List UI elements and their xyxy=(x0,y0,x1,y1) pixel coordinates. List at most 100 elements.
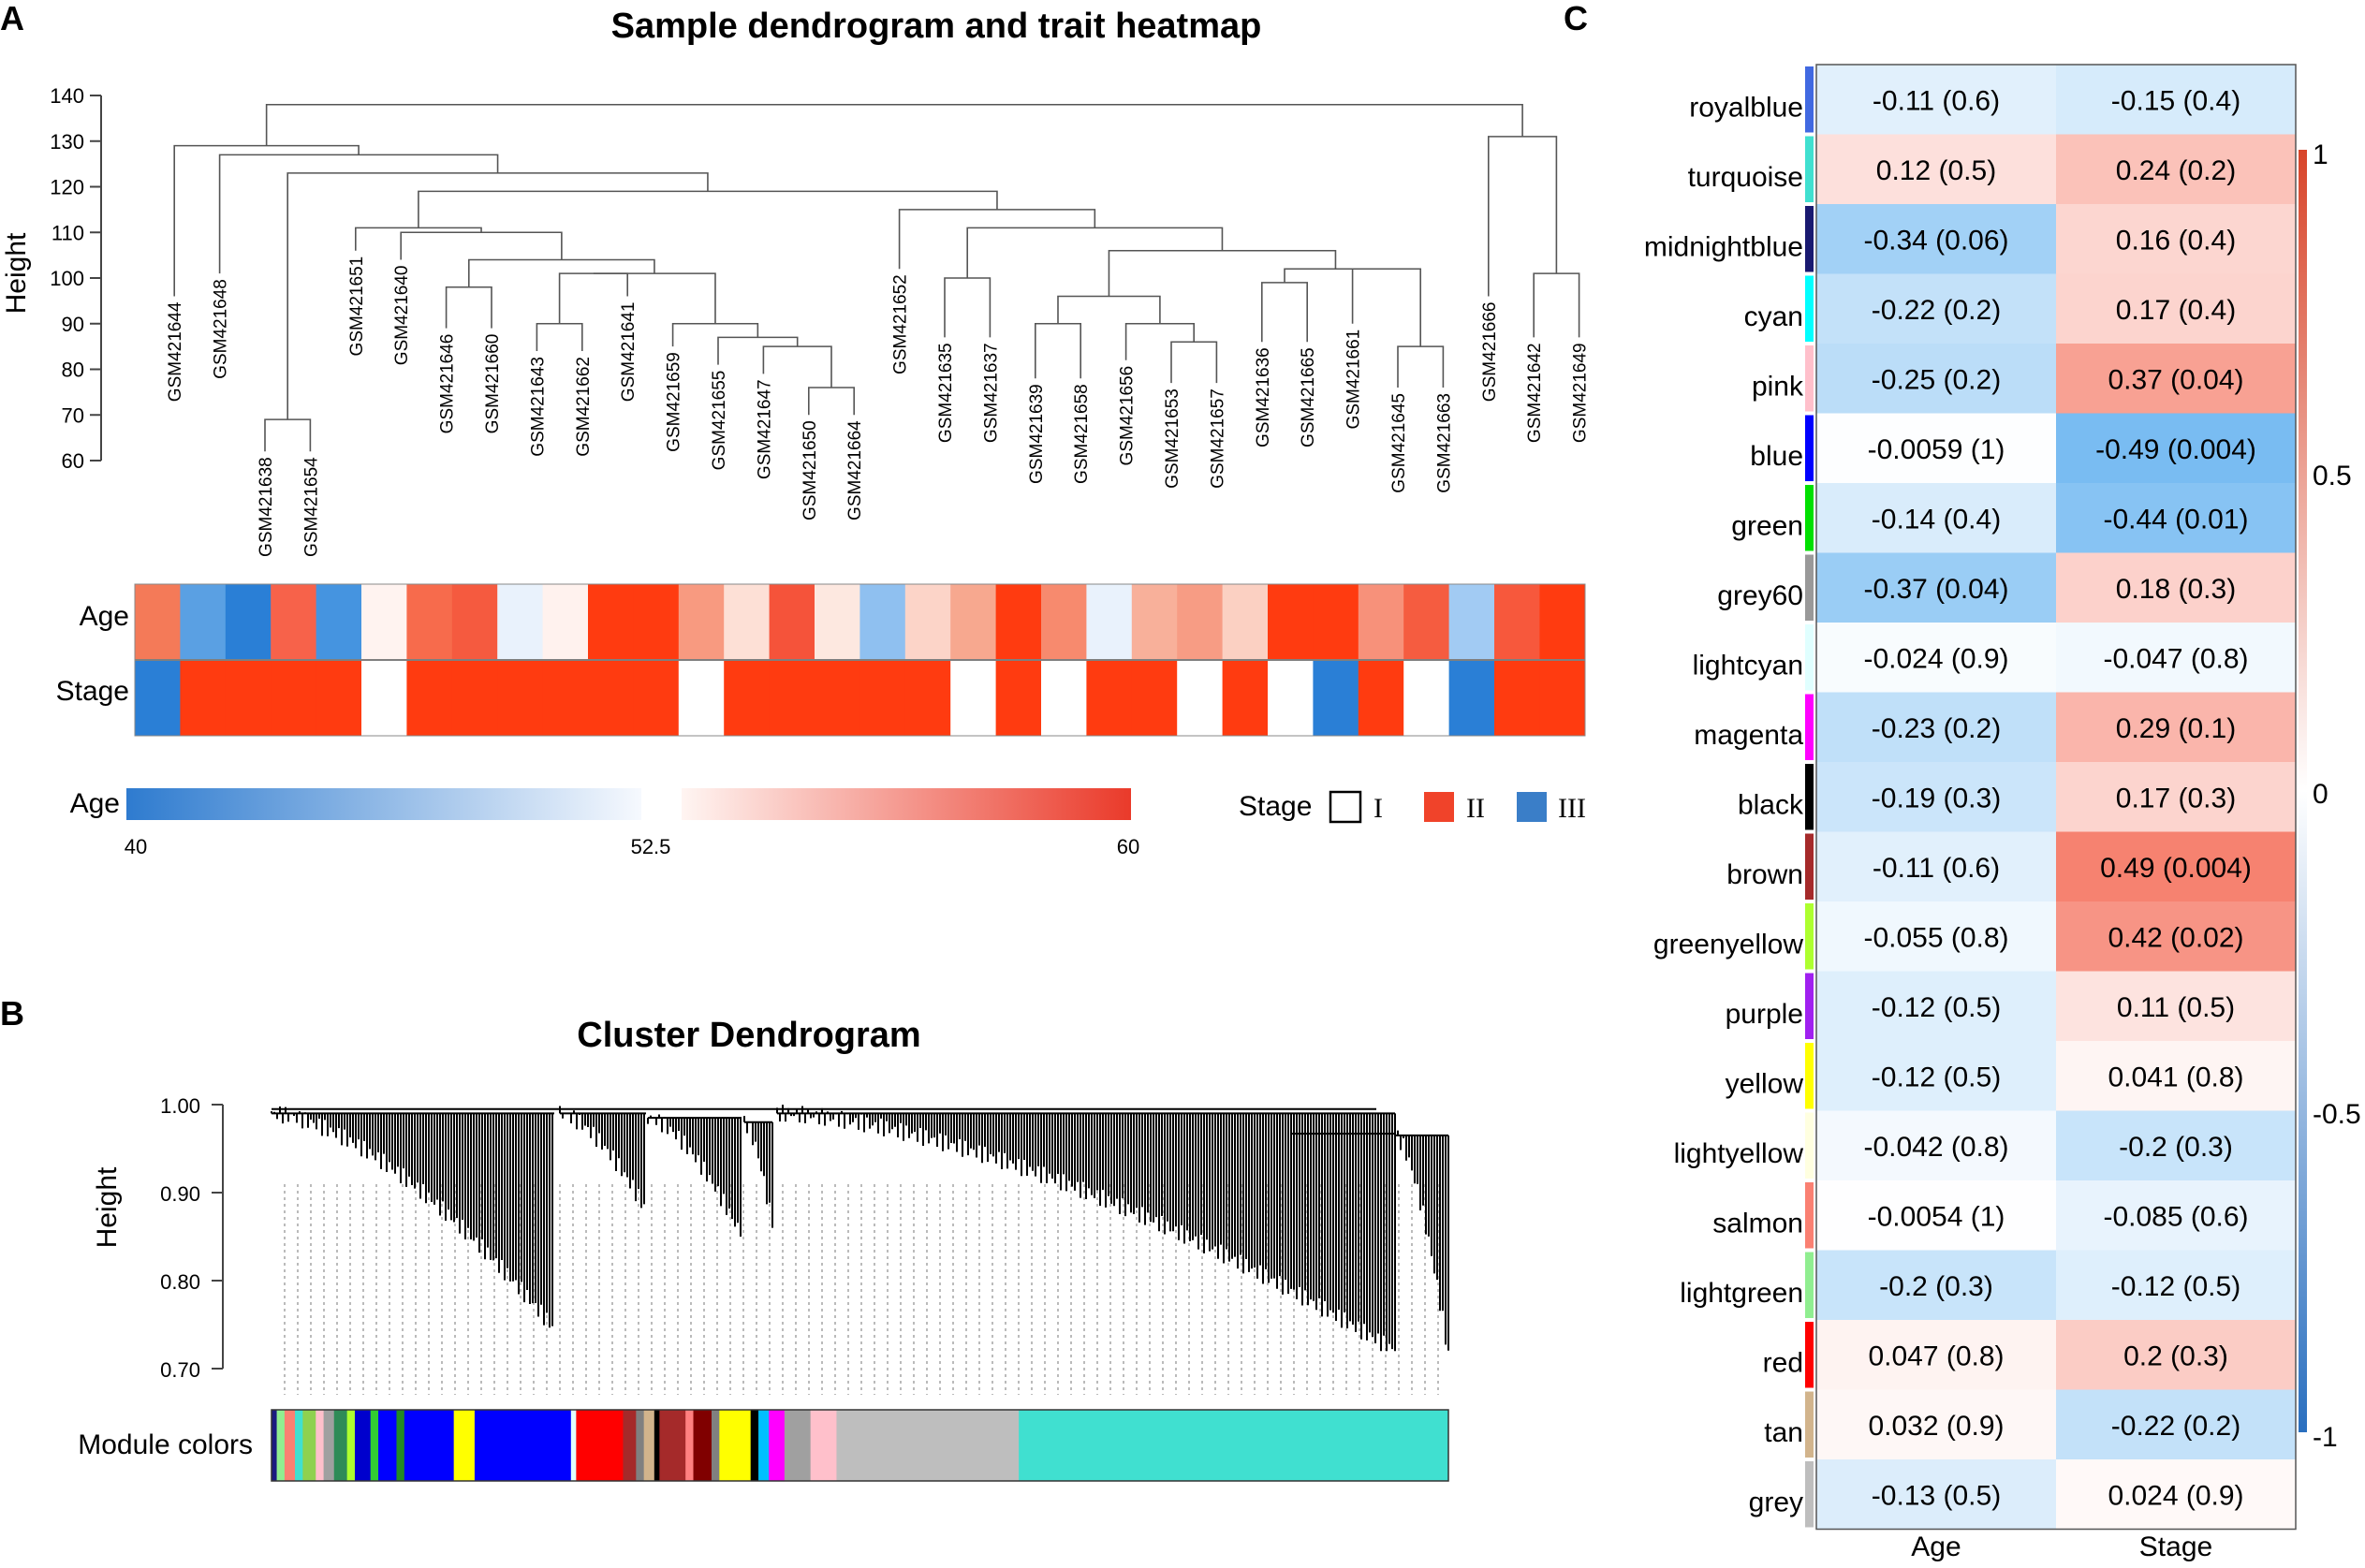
heatmap-cell-stage xyxy=(2056,1180,2296,1251)
module-color-swatch xyxy=(1805,764,1814,830)
age-heatmap-cell xyxy=(271,584,317,659)
module-color-segment xyxy=(276,1410,286,1481)
heatmap-cell-age xyxy=(1816,1250,2056,1321)
leaf-label: GSM421665 xyxy=(1299,347,1318,447)
leaf-label: GSM421659 xyxy=(665,352,684,452)
module-color-segment xyxy=(836,1410,1020,1481)
leaf-label: GSM421639 xyxy=(1027,384,1047,484)
age-heatmap-cell xyxy=(1358,584,1404,659)
cell-value-stage: 0.11 (0.5) xyxy=(2117,992,2235,1023)
heatmap-cell-age xyxy=(1816,1320,2056,1390)
cell-value-stage: 0.17 (0.3) xyxy=(2116,783,2236,813)
dendrogram-merge-branch xyxy=(355,227,482,251)
dendrogram-merge-branch xyxy=(944,277,992,338)
heatmap-cell-stage xyxy=(2056,971,2296,1042)
stage-legend-swatch-i xyxy=(1329,790,1362,824)
module-name-label: midnightblue xyxy=(1644,231,1803,262)
heatmap-cell-stage xyxy=(2056,901,2296,972)
dendrogram-merge-branch xyxy=(265,103,1523,146)
leaf-label: GSM421646 xyxy=(438,334,458,434)
dendrogram-merge-branch xyxy=(1035,322,1081,379)
stage-heatmap-cell xyxy=(588,661,634,736)
module-name-label: salmon xyxy=(1712,1208,1803,1238)
panel-c-color-scale: 1 0.5 0 -0.5 -1 xyxy=(2299,139,2361,1453)
stage-heatmap-cell xyxy=(135,661,181,736)
cell-value-stage: 0.024 (0.9) xyxy=(2108,1480,2243,1511)
module-color-segment xyxy=(769,1410,786,1481)
heatmap-cell-stage xyxy=(2056,1041,2296,1111)
module-name-label: red xyxy=(1763,1347,1803,1378)
module-color-segment xyxy=(453,1410,476,1481)
dendrogram-merge-branch xyxy=(400,231,563,260)
stage-legend-swatch-iii xyxy=(1517,792,1547,822)
cell-value-stage: -0.12 (0.5) xyxy=(2111,1271,2240,1302)
cell-value-stage: -0.15 (0.4) xyxy=(2111,85,2240,116)
leaf-label: GSM421658 xyxy=(1072,384,1092,484)
cell-value-stage: 0.37 (0.04) xyxy=(2108,364,2243,395)
column-label-age: Age xyxy=(1911,1531,1961,1562)
module-color-segment xyxy=(316,1410,325,1481)
stage-heatmap-cell xyxy=(769,661,815,736)
module-color-segment xyxy=(354,1410,372,1481)
stage-legend-label-i: I xyxy=(1373,793,1383,824)
age-heatmap-cell xyxy=(769,584,815,659)
leaf-label: GSM421637 xyxy=(981,343,1001,443)
dendrogram-merge-branch xyxy=(717,336,799,365)
module-color-segment xyxy=(570,1410,577,1481)
module-color-segment xyxy=(643,1410,655,1481)
cell-value-age: -0.042 (0.8) xyxy=(1863,1132,2008,1163)
module-color-segment xyxy=(295,1410,303,1481)
stage-legend-label-iii: III xyxy=(1558,793,1586,824)
heatmap-cell-stage xyxy=(2056,1110,2296,1181)
stage-heatmap-cell xyxy=(361,661,407,736)
cell-value-age: -0.2 (0.3) xyxy=(1879,1271,1993,1302)
stage-heatmap-cell xyxy=(225,661,272,736)
module-color-segment xyxy=(370,1410,379,1481)
age-heatmap-cell xyxy=(904,584,951,659)
panel-a-leaf-labels: GSM421644 GSM421648 GSM421638 GSM421654 GSM4… xyxy=(166,256,1590,557)
gene-cluster-branches xyxy=(271,1106,553,1328)
cell-value-stage: 0.24 (0.2) xyxy=(2116,155,2236,186)
heatmap-cell-age xyxy=(1816,971,2056,1042)
module-color-segment xyxy=(474,1410,572,1481)
dendrogram-merge-branch xyxy=(264,418,312,452)
heatmap-cell-age xyxy=(1816,552,2056,623)
gene-cluster-branches xyxy=(647,1114,742,1237)
cell-value-stage: -0.22 (0.2) xyxy=(2111,1411,2240,1442)
age-legend-label: Age xyxy=(70,788,120,819)
color-scale-tick-label: 0.5 xyxy=(2313,461,2352,491)
module-name-label: pink xyxy=(1752,371,1804,402)
module-name-label: lightyellow xyxy=(1674,1138,1804,1169)
stage-heatmap-cell xyxy=(995,661,1042,736)
y-tick-label: 70 xyxy=(62,403,84,427)
heatmap-cell-age xyxy=(1816,1041,2056,1111)
age-legend-blue-bar xyxy=(126,788,641,820)
cell-value-age: 0.032 (0.9) xyxy=(1868,1411,2004,1442)
module-name-label: greenyellow xyxy=(1653,929,1803,960)
module-name-label: turquoise xyxy=(1688,162,1803,193)
heatmap-cell-stage xyxy=(2056,483,2296,553)
age-heatmap-cell xyxy=(950,584,997,659)
age-heatmap-cell xyxy=(406,584,453,659)
cell-value-age: -0.19 (0.3) xyxy=(1872,783,2001,813)
dendrogram-merge-branch xyxy=(593,272,716,324)
heatmap-row-label-stage: Stage xyxy=(56,676,129,707)
module-color-swatch xyxy=(1805,66,1814,133)
y-tick-label: 0.80 xyxy=(160,1270,200,1294)
age-heatmap-cell xyxy=(1539,584,1586,659)
age-heatmap-cell xyxy=(1403,584,1450,659)
stage-heatmap-cell xyxy=(180,661,227,736)
leaf-label: GSM421664 xyxy=(845,420,865,520)
age-heatmap-cell xyxy=(542,584,589,659)
module-color-swatch xyxy=(1805,554,1814,621)
module-color-swatch xyxy=(1805,275,1814,342)
dendrogram-merge-branch xyxy=(536,322,583,351)
leaf-label: GSM421666 xyxy=(1480,302,1500,403)
stage-heatmap-cell xyxy=(1313,661,1359,736)
module-color-segment xyxy=(693,1410,712,1481)
age-heatmap-cell xyxy=(361,584,407,659)
dendrogram-merge-branch xyxy=(1533,272,1580,338)
module-color-swatch xyxy=(1805,206,1814,272)
module-name-label: black xyxy=(1738,789,1804,820)
heatmap-cell-age xyxy=(1816,762,2056,832)
